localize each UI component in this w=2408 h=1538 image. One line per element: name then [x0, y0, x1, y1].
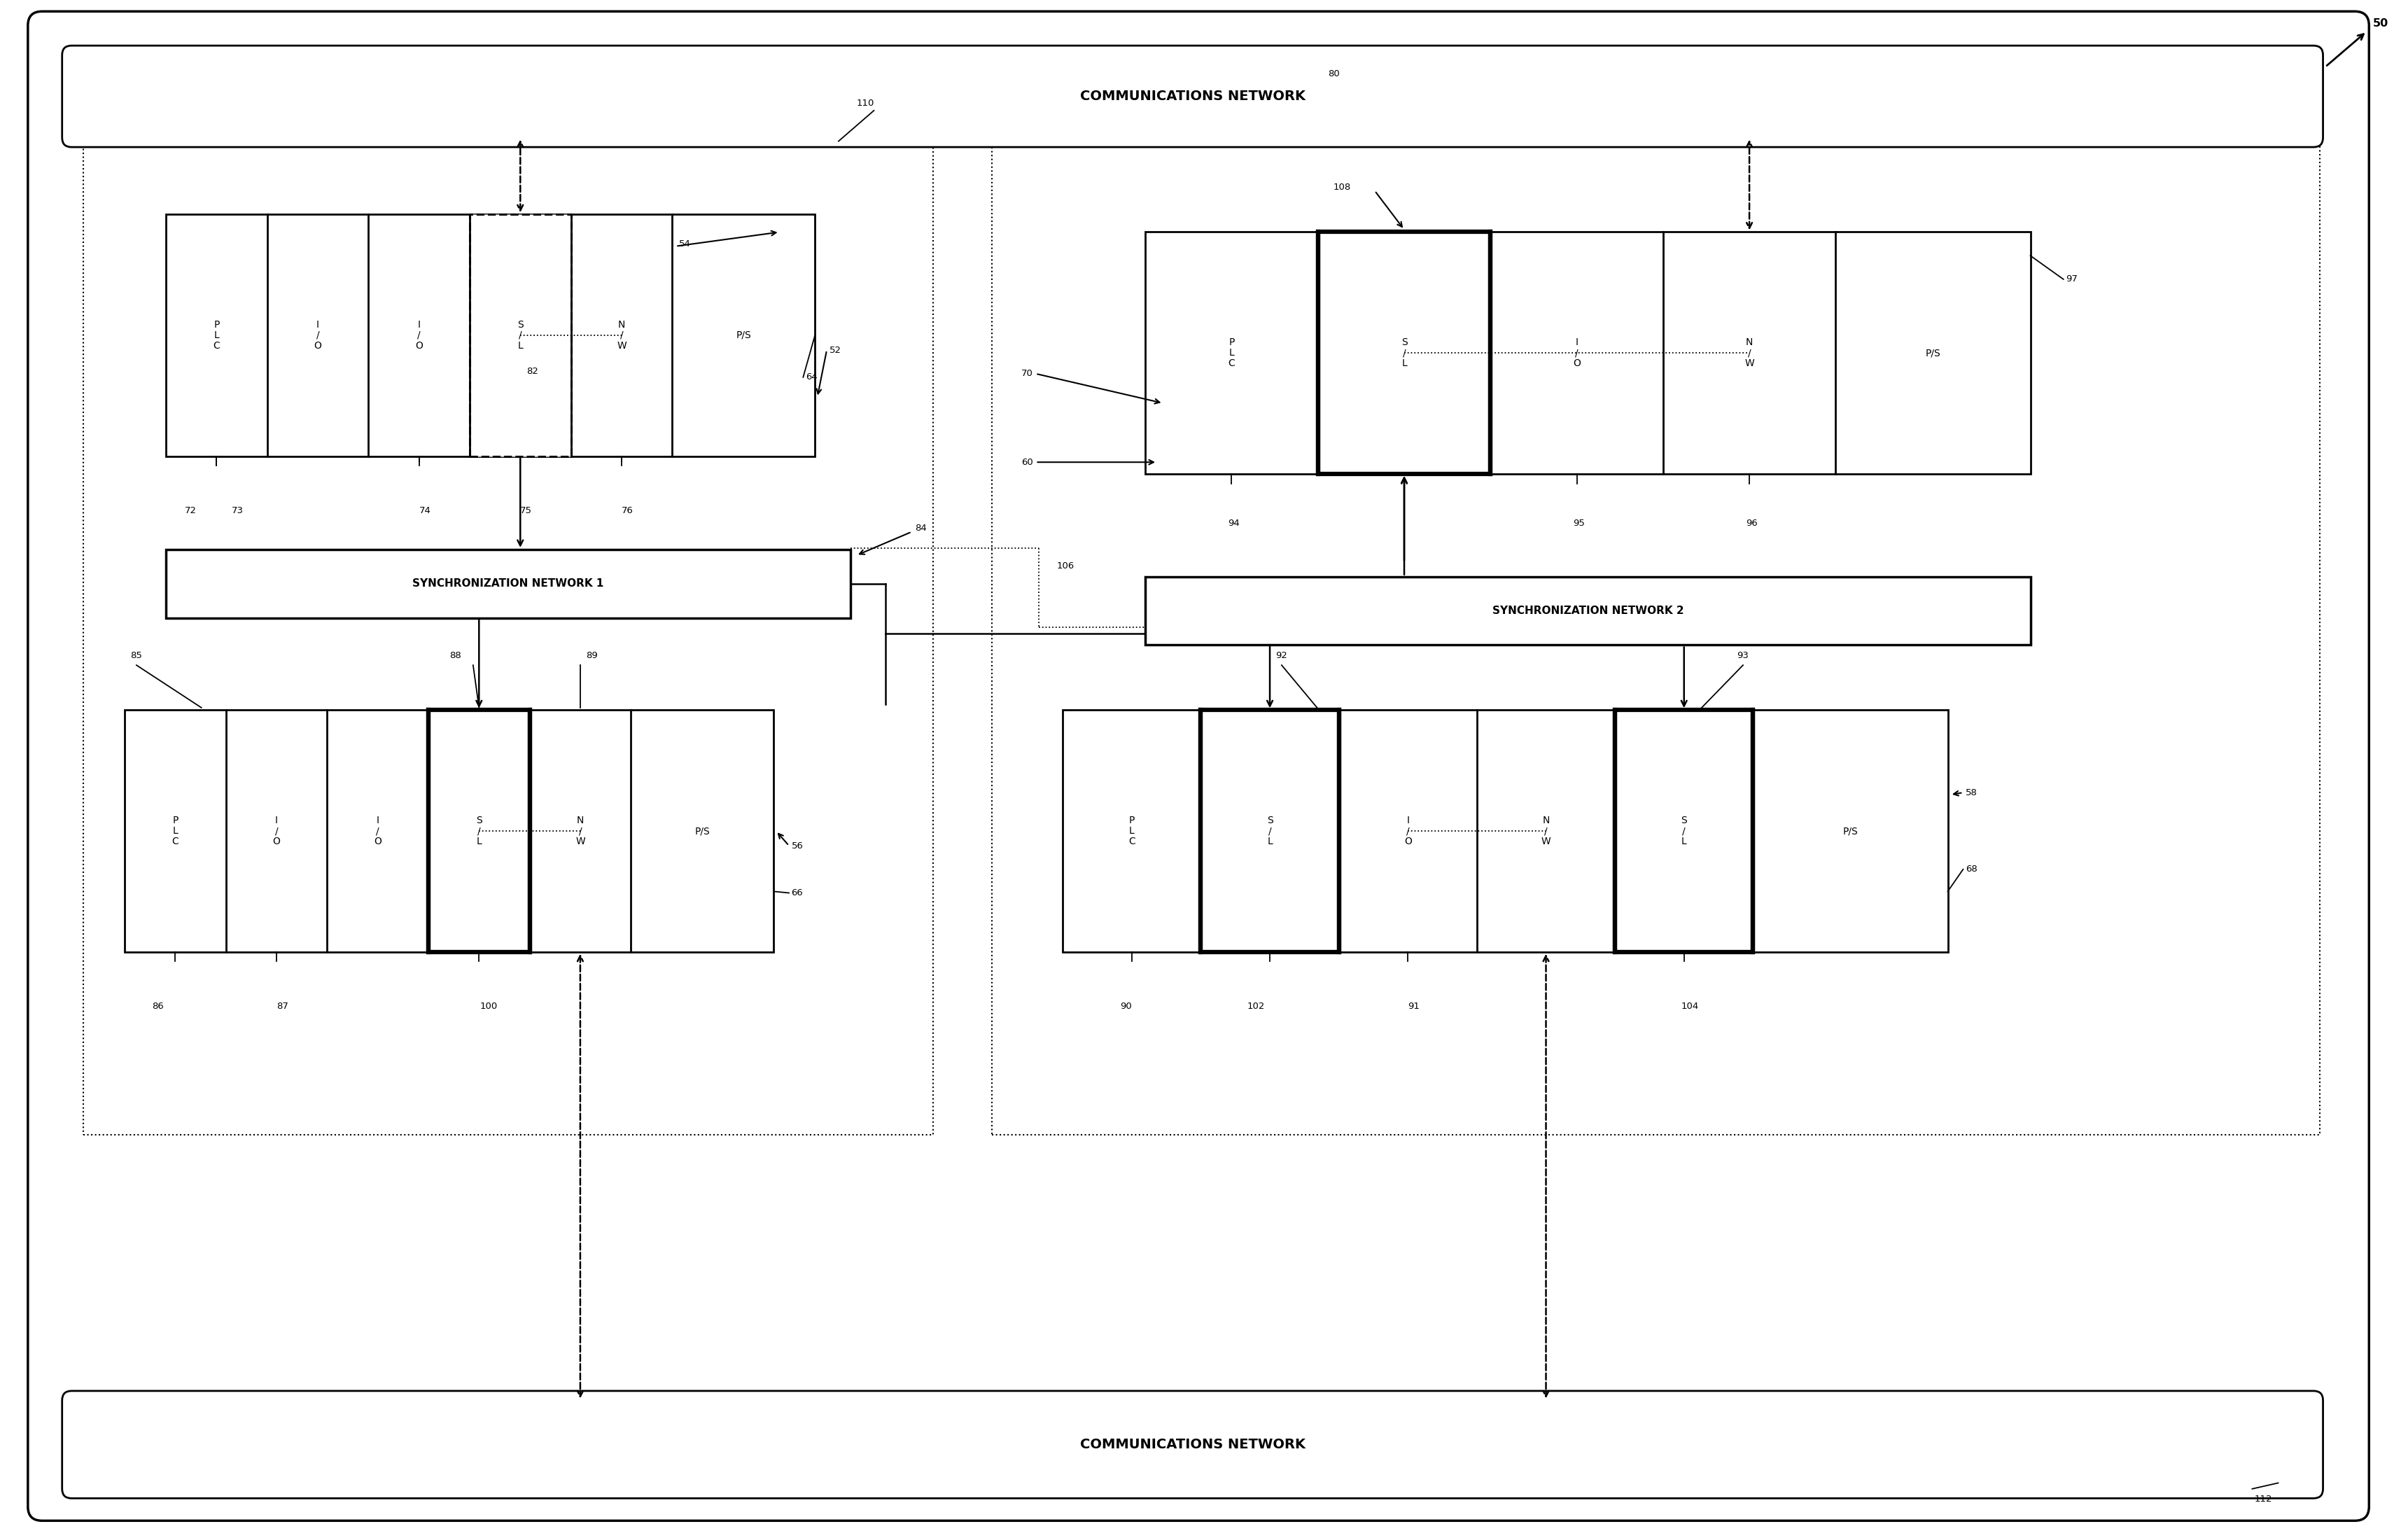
Bar: [84, 102, 932, 1135]
Text: 112: 112: [2254, 1495, 2271, 1504]
Text: SYNCHRONIZATION NETWORK 1: SYNCHRONIZATION NETWORK 1: [412, 578, 604, 589]
Text: 94: 94: [1228, 518, 1240, 528]
Text: 56: 56: [792, 841, 802, 851]
Text: 88: 88: [450, 651, 462, 660]
Text: N
/
W: N / W: [1743, 337, 1753, 369]
Text: 97: 97: [2066, 275, 2078, 285]
Bar: [166, 214, 814, 457]
Text: 104: 104: [1681, 1001, 1698, 1010]
Text: P
L
C: P L C: [212, 320, 219, 351]
Text: 72: 72: [185, 506, 197, 515]
Text: 87: 87: [277, 1001, 289, 1010]
Bar: [1317, 232, 1491, 474]
Text: I
/
O: I / O: [373, 815, 380, 846]
Bar: [1613, 711, 1753, 952]
FancyBboxPatch shape: [63, 1390, 2321, 1498]
Text: I
/
O: I / O: [414, 320, 424, 351]
Text: 82: 82: [525, 368, 537, 377]
Text: S
/
L: S / L: [1681, 815, 1686, 846]
Text: 85: 85: [130, 651, 142, 660]
Text: N
/
W: N / W: [1541, 815, 1551, 846]
Text: I
/
O: I / O: [1572, 337, 1580, 369]
Text: 91: 91: [1409, 1001, 1418, 1010]
Text: 66: 66: [792, 889, 802, 898]
Text: P/S: P/S: [1842, 826, 1857, 835]
Text: 84: 84: [915, 524, 927, 532]
Text: 110: 110: [855, 98, 874, 108]
Text: 52: 52: [828, 346, 840, 355]
Text: I
/
O: I / O: [272, 815, 279, 846]
Text: 93: 93: [1736, 651, 1748, 660]
Bar: [992, 102, 2319, 1135]
Bar: [166, 549, 850, 618]
Bar: [125, 711, 773, 952]
Text: 58: 58: [1965, 787, 1977, 797]
Text: S
/
L: S / L: [1401, 337, 1406, 369]
Text: 73: 73: [231, 506, 243, 515]
Text: P/S: P/S: [1924, 348, 1941, 358]
Text: 102: 102: [1247, 1001, 1264, 1010]
Text: P/S: P/S: [737, 331, 751, 340]
Text: 92: 92: [1276, 651, 1288, 660]
Text: 74: 74: [419, 506, 431, 515]
Text: 50: 50: [2372, 18, 2386, 28]
Bar: [1202, 711, 1339, 952]
FancyBboxPatch shape: [29, 11, 2369, 1521]
Text: 68: 68: [1965, 864, 1977, 874]
Text: 70: 70: [1021, 369, 1033, 378]
Text: COMMUNICATIONS NETWORK: COMMUNICATIONS NETWORK: [1079, 89, 1305, 103]
Text: P
L
C: P L C: [171, 815, 178, 846]
Bar: [1062, 711, 1948, 952]
Text: 95: 95: [1572, 518, 1584, 528]
Bar: [1146, 577, 2030, 644]
Text: N
/
W: N / W: [616, 320, 626, 351]
Text: 60: 60: [1021, 458, 1033, 466]
Text: 64: 64: [804, 372, 816, 381]
Text: 90: 90: [1120, 1001, 1132, 1010]
Text: S
/
L: S / L: [1267, 815, 1271, 846]
Bar: [429, 711, 530, 952]
Bar: [470, 214, 571, 457]
Text: P
L
C: P L C: [1228, 337, 1235, 369]
Text: P/S: P/S: [694, 826, 710, 835]
Text: 106: 106: [1057, 561, 1074, 571]
Text: S
/
L: S / L: [518, 320, 523, 351]
Text: I
/
O: I / O: [1404, 815, 1411, 846]
Text: N
/
W: N / W: [576, 815, 585, 846]
Text: 54: 54: [679, 240, 691, 249]
Text: 76: 76: [621, 506, 633, 515]
Text: 89: 89: [585, 651, 597, 660]
Text: I
/
O: I / O: [313, 320, 323, 351]
Text: SYNCHRONIZATION NETWORK 2: SYNCHRONIZATION NETWORK 2: [1491, 606, 1683, 617]
Text: S
/
L: S / L: [477, 815, 482, 846]
FancyBboxPatch shape: [63, 46, 2321, 148]
Text: 86: 86: [152, 1001, 164, 1010]
Text: 100: 100: [479, 1001, 496, 1010]
Text: 80: 80: [1327, 69, 1339, 78]
Text: 108: 108: [1334, 183, 1351, 192]
Text: 96: 96: [1746, 518, 1758, 528]
Text: 75: 75: [520, 506, 532, 515]
Bar: [1146, 232, 2030, 474]
Text: COMMUNICATIONS NETWORK: COMMUNICATIONS NETWORK: [1079, 1438, 1305, 1452]
Text: P
L
C: P L C: [1127, 815, 1134, 846]
